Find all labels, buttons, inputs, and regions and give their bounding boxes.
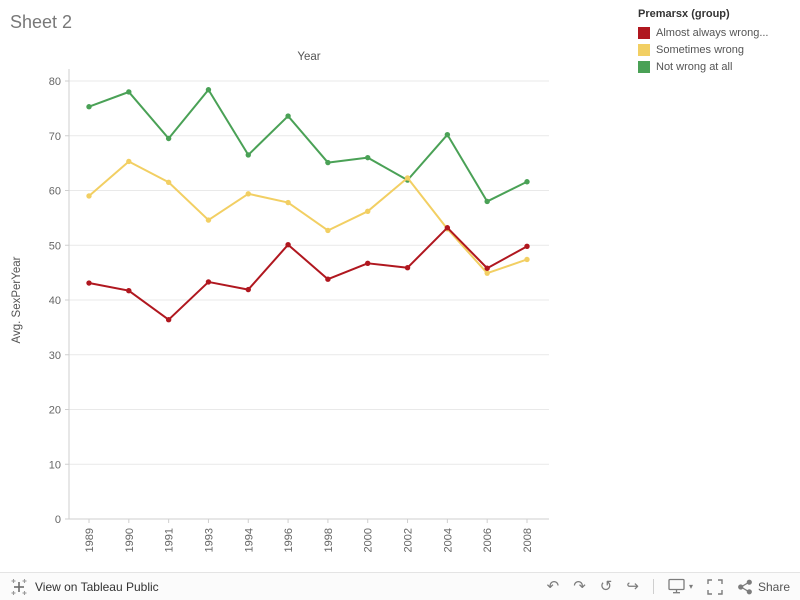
- series-Almost always wrong...[interactable]: [86, 225, 530, 323]
- data-point: [126, 89, 132, 95]
- x-tick-label: 1990: [124, 528, 136, 552]
- data-point: [365, 154, 371, 161]
- data-point: [165, 317, 172, 323]
- data-point: [245, 191, 251, 197]
- data-point: [205, 87, 212, 93]
- x-tick-label: 1993: [203, 528, 215, 552]
- data-point: [165, 135, 172, 142]
- toolbar-actions: ↶ ↷ ↺ ↪ ▾: [547, 578, 790, 595]
- fullscreen-icon: [707, 578, 723, 595]
- legend-item-label: Not wrong at all: [656, 61, 733, 73]
- redo-icon[interactable]: ↷: [573, 578, 586, 595]
- bottom-toolbar: View on Tableau Public ↶ ↷ ↺ ↪ ▾: [0, 572, 800, 600]
- revert-icon[interactable]: ↺: [599, 578, 613, 595]
- data-point: [86, 193, 92, 199]
- data-point: [444, 131, 451, 138]
- display-icon: [668, 578, 685, 594]
- undo-icon[interactable]: ↶: [546, 578, 560, 595]
- legend: Premarsx (group) Almost always wrong... …: [638, 8, 796, 78]
- x-tick-label: 2000: [363, 528, 375, 552]
- legend-item-sometimes-wrong[interactable]: Sometimes wrong: [638, 44, 796, 56]
- device-layout-button[interactable]: ▾: [668, 578, 693, 595]
- data-point: [245, 286, 251, 293]
- y-tick-label: 40: [49, 295, 61, 307]
- x-tick-label: 1994: [243, 528, 255, 552]
- data-point: [126, 158, 132, 165]
- data-point: [165, 179, 172, 185]
- toolbar-separator: [652, 579, 654, 594]
- data-point: [205, 279, 212, 285]
- y-tick-label: 0: [55, 514, 61, 526]
- legend-item-not-wrong-at-all[interactable]: Not wrong at all: [638, 61, 796, 73]
- x-tick-label: 1989: [84, 528, 96, 552]
- data-point: [325, 276, 331, 282]
- x-tick-label: 2006: [482, 528, 494, 552]
- data-point: [365, 208, 371, 215]
- legend-swatch-green: [638, 61, 650, 73]
- data-point: [86, 104, 92, 110]
- tableau-logo-icon: [11, 578, 27, 595]
- y-tick-label: 50: [49, 240, 61, 252]
- fullscreen-button[interactable]: [707, 578, 723, 595]
- data-point: [285, 199, 291, 206]
- y-tick-label: 70: [49, 131, 61, 143]
- view-on-tableau-public-label: View on Tableau Public: [35, 579, 159, 594]
- data-point: [365, 260, 371, 267]
- y-tick-label: 60: [49, 186, 61, 198]
- data-point: [404, 175, 411, 181]
- share-icon: [738, 579, 752, 594]
- data-point: [126, 287, 132, 294]
- data-point: [325, 159, 331, 166]
- chart-area[interactable]: 0 10 20 30 40 50 60 70 80 1989 1990 1991 1993 1994 199…: [4, 44, 604, 572]
- view-on-tableau-public-button[interactable]: View on Tableau Public: [10, 578, 159, 596]
- legend-swatch-red: [638, 27, 650, 39]
- share-button[interactable]: Share: [737, 579, 790, 595]
- series-Not wrong at all[interactable]: [86, 87, 530, 205]
- line-chart[interactable]: 0 10 20 30 40 50 60 70 80 1989 1990 1991 1993 1994 199…: [4, 44, 604, 572]
- data-point: [404, 264, 411, 271]
- y-axis-title: Avg. SexPerYear: [11, 256, 23, 343]
- refresh-icon[interactable]: ↪: [626, 578, 639, 595]
- data-point: [444, 225, 451, 231]
- y-tick-label: 80: [49, 76, 61, 88]
- data-point: [285, 242, 291, 248]
- data-point: [524, 179, 530, 185]
- x-tick-label: 1998: [323, 528, 335, 552]
- x-tick-label: 1996: [283, 528, 295, 552]
- data-point: [205, 217, 212, 223]
- legend-item-label: Almost always wrong...: [656, 27, 769, 39]
- data-point: [484, 270, 490, 276]
- series-Sometimes wrong[interactable]: [86, 158, 530, 276]
- data-point: [524, 243, 530, 250]
- legend-item-label: Sometimes wrong: [656, 44, 745, 56]
- legend-swatch-yellow: [638, 44, 650, 56]
- data-point: [484, 265, 490, 271]
- x-tick-label: 2004: [442, 528, 454, 552]
- data-point: [325, 227, 331, 234]
- x-tick-label: 1991: [164, 528, 176, 552]
- legend-item-almost-always-wrong[interactable]: Almost always wrong...: [638, 27, 796, 39]
- legend-title: Premarsx (group): [638, 8, 730, 20]
- y-tick-label: 20: [49, 405, 61, 417]
- x-tick-label: 2008: [522, 528, 534, 552]
- share-label: Share: [757, 579, 790, 594]
- data-point: [86, 280, 92, 286]
- y-tick-label: 10: [49, 459, 61, 471]
- data-point: [285, 113, 291, 119]
- data-point: [524, 256, 530, 263]
- sheet-title: Sheet 2: [10, 12, 73, 32]
- data-point: [484, 198, 490, 205]
- data-point: [245, 152, 251, 158]
- x-tick-label: 2002: [403, 528, 415, 552]
- y-tick-label: 30: [49, 350, 61, 362]
- chevron-down-icon: ▾: [688, 581, 693, 591]
- x-axis-title: Year: [297, 51, 320, 63]
